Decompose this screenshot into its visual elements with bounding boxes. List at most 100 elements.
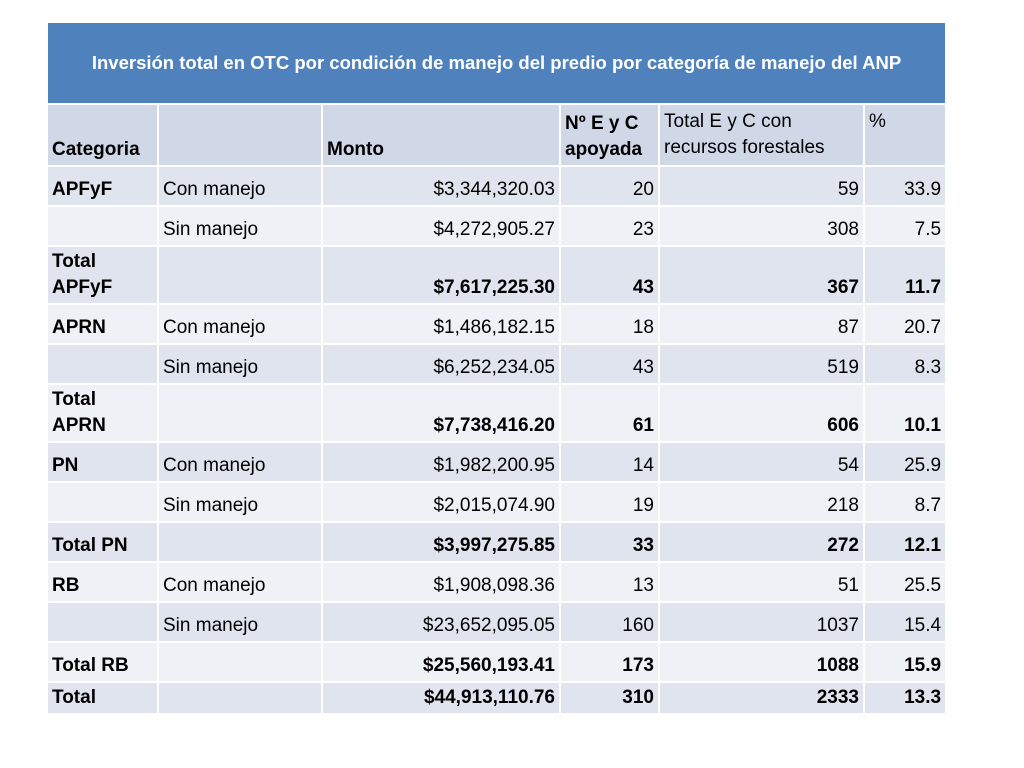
cell-ne: 19 (561, 483, 658, 521)
cell-categoria: PN (48, 443, 157, 481)
cell-condicion: Con manejo (159, 167, 321, 205)
cell-monto: $7,617,225.30 (323, 247, 559, 303)
cell-pct: 25.5 (865, 563, 946, 601)
header-row: Categoria Monto Nº E y C apoyada Total E … (48, 105, 946, 165)
cell-pct: 13.3 (865, 683, 946, 713)
cell-total: 367 (660, 247, 863, 303)
cell-total: 59 (660, 167, 863, 205)
cell-categoria (48, 345, 157, 383)
table-row: APFyF Con manejo $3,344,320.03 20 59 33.… (48, 167, 946, 205)
cell-total: 272 (660, 523, 863, 561)
table-title: Inversión total en OTC por condición de … (48, 23, 946, 103)
cell-total: 606 (660, 385, 863, 441)
cell-pct: 20.7 (865, 305, 946, 343)
cell-ne: 14 (561, 443, 658, 481)
cell-monto: $44,913,110.76 (323, 683, 559, 713)
cell-condicion: Sin manejo (159, 345, 321, 383)
table-row: Sin manejo $2,015,074.90 19 218 8.7 (48, 483, 946, 521)
cell-ne: 18 (561, 305, 658, 343)
cell-categoria (48, 483, 157, 521)
table-row: Sin manejo $23,652,095.05 160 1037 15.4 (48, 603, 946, 641)
table-row: Sin manejo $6,252,234.05 43 519 8.3 (48, 345, 946, 383)
cell-total: 87 (660, 305, 863, 343)
header-ne-line2: apoyada (565, 139, 643, 160)
header-condicion (159, 105, 321, 165)
table-row: PN Con manejo $1,982,200.95 14 54 25.9 (48, 443, 946, 481)
cell-total: 218 (660, 483, 863, 521)
cell-pct: 11.7 (865, 247, 946, 303)
cell-ne: 173 (561, 643, 658, 681)
cell-ne: 13 (561, 563, 658, 601)
cell-pct: 7.5 (865, 207, 946, 245)
header-total-line1: Total E y C con (664, 111, 792, 132)
table-row-grand-total: Total $44,913,110.76 310 2333 13.3 (48, 683, 946, 713)
cell-monto: $23,652,095.05 (323, 603, 559, 641)
cell-pct: 15.4 (865, 603, 946, 641)
cell-condicion (159, 683, 321, 713)
cell-condicion (159, 385, 321, 441)
table-row-total: Total RB $25,560,193.41 173 1088 15.9 (48, 643, 946, 681)
cell-total: 51 (660, 563, 863, 601)
table-row-total: Total APRN $7,738,416.20 61 606 10.1 (48, 385, 946, 441)
cell-pct: 8.3 (865, 345, 946, 383)
cell-monto: $7,738,416.20 (323, 385, 559, 441)
cell-categoria-line2: APFyF (52, 277, 113, 298)
cell-ne: 310 (561, 683, 658, 713)
header-total-recursos: Total E y C con recursos forestales (660, 105, 863, 165)
header-pct: % (865, 105, 946, 165)
cell-total: 519 (660, 345, 863, 383)
cell-condicion: Sin manejo (159, 483, 321, 521)
cell-monto: $3,344,320.03 (323, 167, 559, 205)
cell-categoria: APRN (48, 305, 157, 343)
cell-categoria-line1: Total (52, 251, 96, 272)
cell-categoria: RB (48, 563, 157, 601)
cell-ne: 160 (561, 603, 658, 641)
cell-categoria (48, 207, 157, 245)
table-row: RB Con manejo $1,908,098.36 13 51 25.5 (48, 563, 946, 601)
cell-ne: 33 (561, 523, 658, 561)
cell-pct: 10.1 (865, 385, 946, 441)
header-categoria: Categoria (48, 105, 157, 165)
cell-categoria-line1: Total (52, 389, 96, 410)
cell-pct: 12.1 (865, 523, 946, 561)
cell-categoria (48, 603, 157, 641)
cell-monto: $1,486,182.15 (323, 305, 559, 343)
cell-condicion: Con manejo (159, 443, 321, 481)
cell-categoria: Total RB (48, 643, 157, 681)
table-row-total: Total PN $3,997,275.85 33 272 12.1 (48, 523, 946, 561)
cell-ne: 23 (561, 207, 658, 245)
cell-monto: $1,908,098.36 (323, 563, 559, 601)
cell-pct: 33.9 (865, 167, 946, 205)
cell-categoria: Total PN (48, 523, 157, 561)
table-row: Sin manejo $4,272,905.27 23 308 7.5 (48, 207, 946, 245)
cell-pct: 25.9 (865, 443, 946, 481)
header-ne-line1: Nº E y C (565, 113, 639, 134)
investment-table: Inversión total en OTC por condición de … (46, 21, 947, 715)
cell-monto: $4,272,905.27 (323, 207, 559, 245)
cell-monto: $3,997,275.85 (323, 523, 559, 561)
cell-monto: $25,560,193.41 (323, 643, 559, 681)
table-row-total: Total APFyF $7,617,225.30 43 367 11.7 (48, 247, 946, 303)
header-ne-apoyada: Nº E y C apoyada (561, 105, 658, 165)
cell-ne: 43 (561, 345, 658, 383)
cell-total: 1088 (660, 643, 863, 681)
cell-ne: 43 (561, 247, 658, 303)
cell-categoria: Total APRN (48, 385, 157, 441)
cell-total: 54 (660, 443, 863, 481)
cell-condicion (159, 523, 321, 561)
cell-categoria: Total (48, 683, 157, 713)
cell-pct: 8.7 (865, 483, 946, 521)
cell-monto: $1,982,200.95 (323, 443, 559, 481)
cell-categoria-line2: APRN (52, 415, 106, 436)
cell-categoria: APFyF (48, 167, 157, 205)
cell-total: 308 (660, 207, 863, 245)
cell-ne: 20 (561, 167, 658, 205)
cell-total: 1037 (660, 603, 863, 641)
cell-pct: 15.9 (865, 643, 946, 681)
header-total-line2: recursos forestales (664, 137, 825, 158)
cell-condicion: Con manejo (159, 563, 321, 601)
cell-condicion: Con manejo (159, 305, 321, 343)
cell-condicion: Sin manejo (159, 603, 321, 641)
cell-categoria: Total APFyF (48, 247, 157, 303)
